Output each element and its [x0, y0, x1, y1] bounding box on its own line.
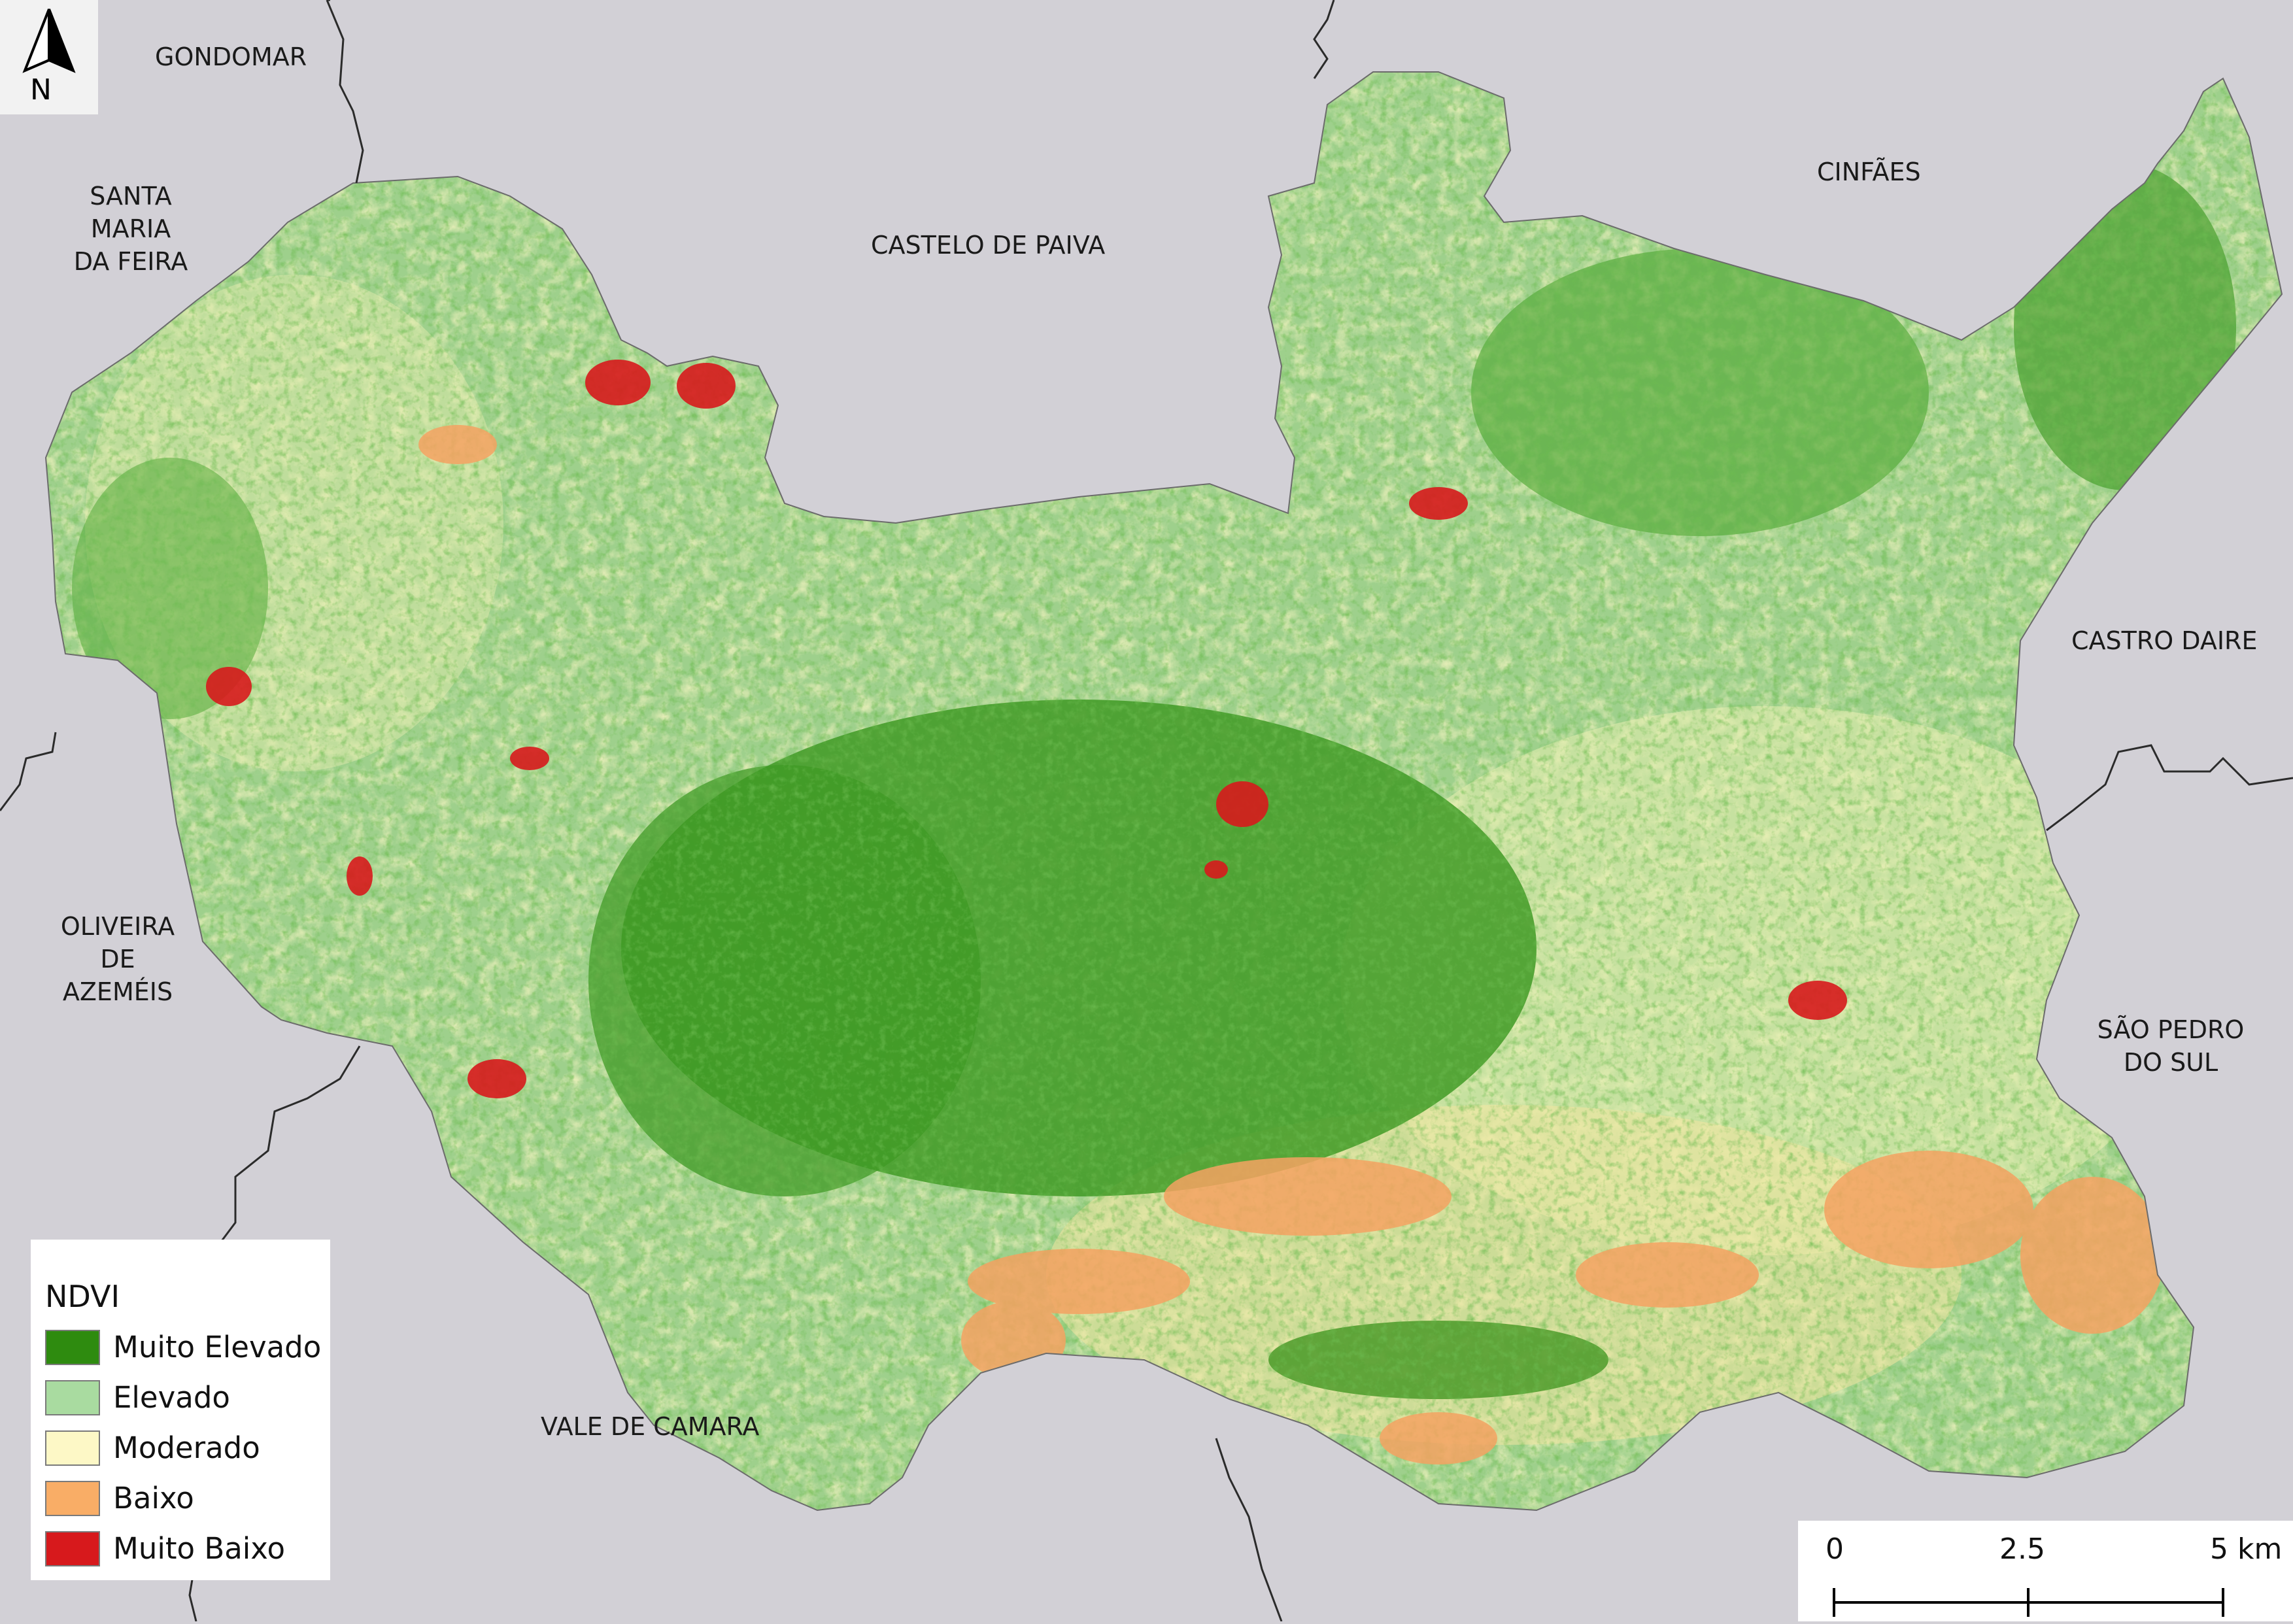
legend-label: Muito Elevado: [113, 1330, 322, 1364]
baixo-patches: [418, 425, 2164, 1464]
north-arrow: N: [0, 0, 98, 114]
legend-title: NDVI: [45, 1279, 120, 1314]
municipality-boundary: [44, 71, 2283, 1512]
legend-swatch: [45, 1380, 100, 1415]
boundary-gondomar-feira: [326, 0, 364, 184]
label-vale-de-camara: VALE DE CAMARA: [541, 1412, 760, 1441]
legend-swatch: [45, 1430, 100, 1466]
label-santa-maria-da-feira: SANTA MARIA DA FEIRA: [73, 182, 188, 276]
label-gondomar: GONDOMAR: [155, 42, 307, 71]
boundary-castro-spedro: [2046, 744, 2293, 832]
boundary-feira-oliveira: [0, 732, 57, 811]
north-arrow-icon: [22, 8, 76, 73]
legend: NDVI Muito Elevado Elevado Moderado Baix…: [31, 1240, 330, 1580]
scale-bar-ruler: [1833, 1588, 2224, 1617]
label-sao-pedro-do-sul: SÃO PEDRO DO SUL: [2097, 1015, 2245, 1077]
label-castro-daire: CASTRO DAIRE: [2071, 626, 2258, 655]
north-label: N: [30, 73, 52, 107]
legend-label: Baixo: [113, 1481, 194, 1515]
legend-swatch: [45, 1531, 100, 1566]
boundary-oliveira-vale: [195, 1045, 361, 1276]
label-cinfaes: CINFÃES: [1817, 158, 1921, 186]
label-oliveira-de-azemeis: OLIVEIRA DE AZEMÉIS: [60, 912, 175, 1006]
scale-label-2-5: 2.5: [1999, 1532, 2045, 1566]
legend-label: Muito Baixo: [113, 1531, 286, 1566]
legend-label: Moderado: [113, 1430, 260, 1465]
label-castelo-de-paiva: CASTELO DE PAIVA: [871, 231, 1106, 260]
scale-label-5km: 5 km: [2210, 1532, 2283, 1566]
boundary-paiva-cinfaes: [1313, 0, 1335, 79]
scale-label-0: 0: [1826, 1532, 1844, 1566]
legend-label: Elevado: [113, 1380, 230, 1415]
boundary-vale-sul: [1215, 1438, 1283, 1622]
legend-swatch: [45, 1330, 100, 1365]
muito-baixo-patches: [206, 360, 1847, 1098]
scale-bar: 0 2.5 5 km: [1798, 1521, 2293, 1621]
legend-swatch: [45, 1481, 100, 1516]
